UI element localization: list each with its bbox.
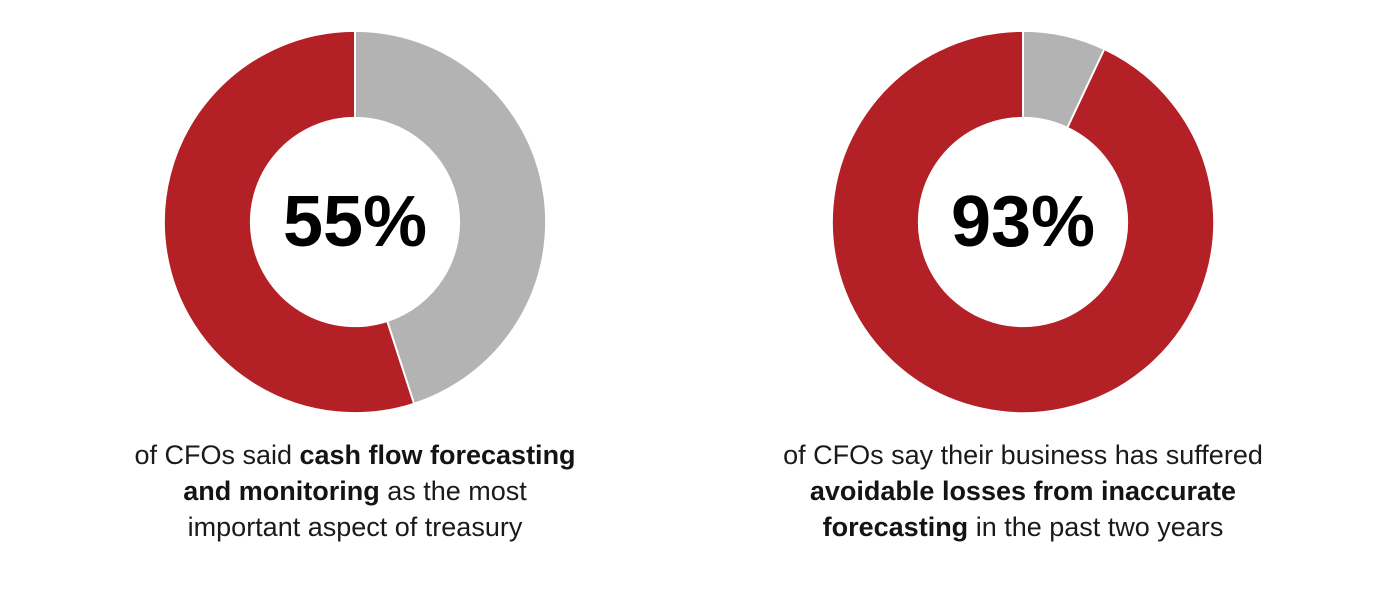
donut-segment-remainder <box>354 29 548 405</box>
donut-chart-right <box>830 29 1216 415</box>
cfo-survey-infographic: 55% of CFOs said cash flow forecasting an… <box>85 29 1293 572</box>
caption-text: in the past two years <box>968 512 1224 542</box>
donut-figure-right: 93% of CFOs say their business has suffe… <box>753 29 1293 572</box>
caption-bold-text: avoidable losses from inaccurate <box>809 476 1237 506</box>
donut-chart-left <box>162 29 548 415</box>
caption-right: of CFOs say their business has suffered a… <box>783 437 1263 545</box>
caption-bold-text: forecasting <box>822 512 969 542</box>
caption-text: important aspect of treasury <box>187 512 523 542</box>
donut-segment-value <box>830 29 1216 415</box>
caption-text: of CFOs said <box>134 440 300 470</box>
donut-chart-right-wrap: 93% <box>830 29 1216 415</box>
donut-figure-left: 55% of CFOs said cash flow forecasting an… <box>85 29 625 572</box>
donut-segment-value <box>162 29 416 415</box>
caption-text: as the most <box>379 476 527 506</box>
donut-chart-left-wrap: 55% <box>162 29 548 415</box>
caption-bold-text: cash flow forecasting <box>299 440 576 470</box>
caption-bold-text: and monitoring <box>183 476 380 506</box>
caption-left: of CFOs said cash flow forecasting and mo… <box>134 437 575 545</box>
caption-text: of CFOs say their business has suffered <box>783 440 1263 470</box>
